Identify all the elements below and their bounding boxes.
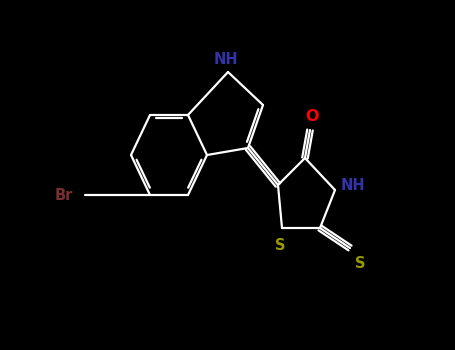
Text: S: S — [355, 256, 365, 271]
Text: NH: NH — [341, 178, 365, 194]
Text: O: O — [305, 109, 319, 124]
Text: Br: Br — [55, 188, 73, 203]
Text: NH: NH — [214, 52, 238, 67]
Text: S: S — [275, 238, 285, 253]
